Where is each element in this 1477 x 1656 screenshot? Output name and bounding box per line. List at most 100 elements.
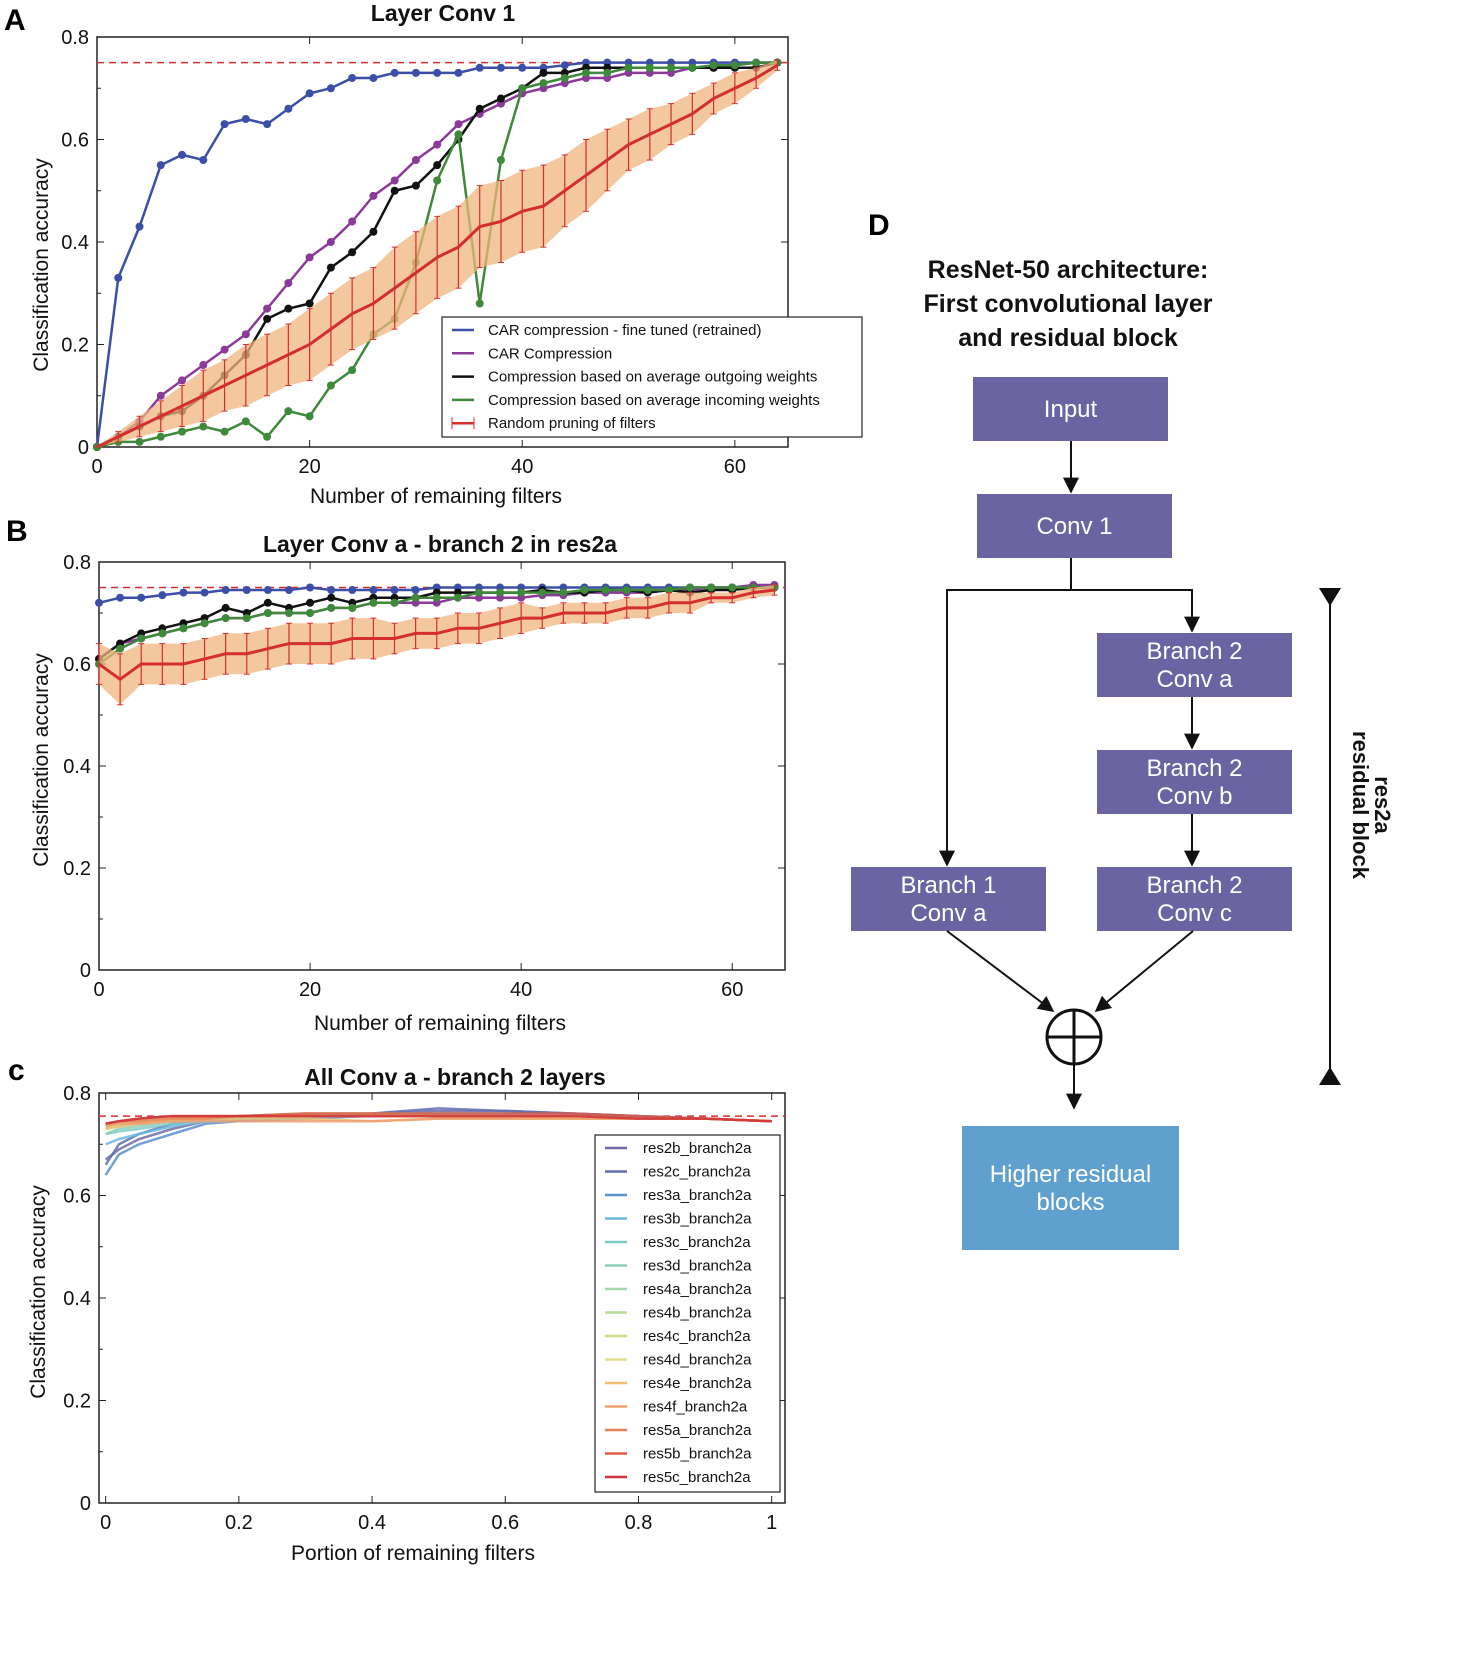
- data-point: [263, 586, 272, 595]
- data-point: [474, 588, 483, 597]
- data-point: [559, 588, 568, 597]
- x-tick-label: 0.6: [491, 1512, 519, 1534]
- data-point: [178, 427, 187, 436]
- data-point: [603, 68, 612, 77]
- data-point: [306, 598, 315, 607]
- block-rect: [851, 867, 1046, 931]
- panel-label-a: A: [4, 4, 26, 37]
- legend-label: res3a_branch2a: [643, 1187, 752, 1204]
- x-axis-label: Number of remaining filters: [314, 1012, 566, 1035]
- legend: CAR compression - fine tuned (retrained)…: [441, 316, 863, 438]
- data-point: [517, 588, 526, 597]
- data-point: [390, 598, 399, 607]
- block-label: Input: [1044, 396, 1098, 423]
- block-rect: [962, 1126, 1179, 1250]
- y-tick-label: 0.6: [63, 1186, 91, 1208]
- legend-label: res2c_branch2a: [643, 1164, 751, 1181]
- data-point: [326, 381, 335, 390]
- charts: Layer Conv 1 Number of remaining filters C…: [27, 0, 863, 1565]
- x-tick-label: 40: [511, 456, 533, 478]
- block-rect: [977, 494, 1172, 558]
- legend-label: res2b_branch2a: [643, 1140, 752, 1157]
- data-point: [752, 58, 761, 67]
- data-point: [411, 181, 420, 190]
- block-rect: [1097, 750, 1292, 814]
- diagram-title-line: First convolutional layer: [924, 290, 1213, 318]
- data-point: [306, 609, 315, 617]
- diagram-title-line: ResNet-50 architecture:: [928, 256, 1209, 284]
- panel-label-d: D: [868, 209, 890, 242]
- data-point: [390, 68, 399, 77]
- data-point: [305, 253, 314, 262]
- data-point: [667, 63, 676, 72]
- data-point: [433, 176, 442, 185]
- data-point: [709, 61, 718, 70]
- data-point: [411, 593, 420, 602]
- data-point: [199, 361, 208, 369]
- x-tick-label: 60: [721, 979, 743, 1001]
- data-point: [158, 591, 167, 600]
- data-point: [284, 586, 293, 595]
- data-point: [433, 161, 442, 170]
- data-point: [432, 593, 441, 602]
- bracket-top-triangle: [1319, 588, 1341, 606]
- x-tick-label: 0.4: [358, 1512, 386, 1534]
- chart-0: Layer Conv 1 Number of remaining filters C…: [30, 0, 863, 508]
- legend-label: res4e_branch2a: [643, 1375, 752, 1392]
- y-tick-label: 0.4: [63, 1288, 91, 1310]
- data-point: [369, 227, 378, 236]
- legend-label: res4b_branch2a: [643, 1305, 752, 1322]
- data-point: [284, 304, 293, 313]
- chart-2: All Conv a - branch 2 layers Portion of r…: [27, 1064, 786, 1565]
- data-point: [156, 161, 165, 170]
- data-point: [221, 603, 230, 612]
- block-label: Branch 2: [1146, 872, 1242, 899]
- series-compression-based-on-average-incoming-weights: [95, 583, 779, 668]
- data-point: [178, 376, 187, 385]
- data-point: [730, 61, 739, 70]
- data-point: [369, 191, 378, 200]
- data-point: [327, 593, 336, 602]
- series-line: [105, 1114, 772, 1125]
- data-point: [305, 299, 314, 308]
- data-point: [200, 619, 209, 628]
- data-point: [135, 437, 144, 446]
- legend: res2b_branch2a res2c_branch2a res3a_branch…: [594, 1134, 781, 1493]
- block-label: Branch 2: [1146, 638, 1242, 665]
- data-point: [454, 68, 463, 77]
- data-point: [326, 84, 335, 93]
- x-tick-label: 0.2: [225, 1512, 253, 1534]
- residual-block-label: res2a: [1370, 776, 1395, 834]
- data-point: [221, 614, 230, 623]
- x-tick-label: 0: [91, 456, 102, 478]
- y-tick-label: 0.2: [63, 858, 91, 880]
- data-point: [475, 63, 484, 72]
- data-point: [624, 63, 633, 72]
- data-point: [284, 609, 293, 617]
- data-point: [643, 586, 652, 595]
- bracket-bottom-triangle: [1319, 1067, 1341, 1085]
- legend-label: res3c_branch2a: [643, 1234, 751, 1251]
- data-point: [348, 366, 357, 375]
- y-tick-label: 0.6: [63, 654, 91, 676]
- data-point: [327, 586, 336, 595]
- legend-label: res3d_branch2a: [643, 1258, 752, 1275]
- data-point: [199, 422, 208, 431]
- data-point: [241, 115, 250, 123]
- data-point: [496, 63, 505, 72]
- arrow-branch1: [939, 589, 1071, 867]
- data-point: [369, 586, 378, 595]
- block-rect: [1097, 633, 1292, 697]
- panel-label-c: c: [8, 1054, 25, 1087]
- data-point: [326, 238, 335, 246]
- data-point: [728, 583, 737, 592]
- data-point: [433, 68, 442, 77]
- data-point: [305, 89, 314, 98]
- data-point: [645, 63, 654, 72]
- data-point: [242, 586, 251, 595]
- y-axis-label: Classification accuracy: [30, 653, 53, 867]
